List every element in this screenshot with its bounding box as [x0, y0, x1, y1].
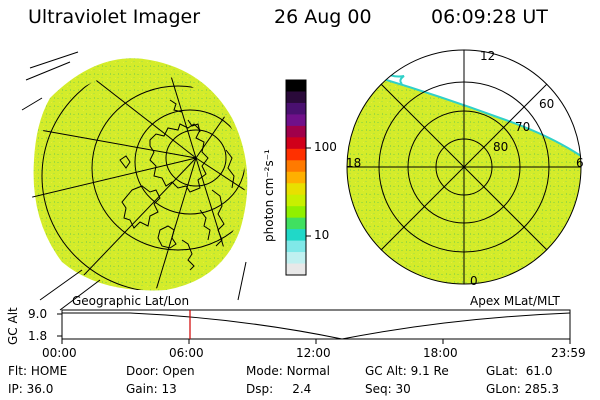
mlat-label-60: 60 [539, 97, 555, 111]
app-title: Ultraviolet Imager [28, 6, 201, 28]
color-bar-stripe [286, 125, 306, 138]
color-bar-stripe [286, 80, 306, 93]
apex-map-label: Apex MLat/MLT [470, 294, 560, 308]
color-bar-frame [285, 79, 307, 276]
altitude-plot-frame [61, 309, 571, 340]
altitude-plot [57, 309, 571, 344]
polar-grid [346, 49, 582, 285]
mlat-label-80: 80 [493, 140, 509, 154]
mlt-label-0: 0 [470, 274, 478, 288]
time-tick-0000: 00:00 [42, 346, 77, 360]
mlt-label-6: 6 [576, 156, 584, 170]
status-door: Door: Open [126, 364, 195, 378]
color-bar-stripe [286, 240, 306, 253]
altitude-tick-low: 1.8 [28, 329, 48, 343]
color-bar-stripe [286, 183, 306, 196]
status-mode: Mode: Normal [246, 364, 330, 378]
polar-image [346, 49, 582, 285]
mlt-label-12: 12 [480, 49, 496, 63]
status-seq: Seq: 30 [365, 382, 411, 396]
color-bar-stripe [286, 263, 306, 276]
color-bar-stripe [286, 217, 306, 230]
coastlines [119, 99, 235, 271]
mlat-label-70: 70 [515, 120, 531, 134]
status-ip: IP: 36.0 [8, 382, 54, 396]
time-axis-ticks [61, 339, 571, 344]
color-bar-stripe [286, 206, 306, 219]
color-bar-label-100: 100 [314, 140, 337, 154]
status-gc-alt: GC Alt: 9.1 Re [365, 364, 449, 378]
aurora-emission-left [33, 58, 248, 291]
altitude-tick-high: 9.0 [28, 307, 48, 321]
color-bar-stripe [286, 171, 306, 184]
color-bar-stripe [286, 252, 306, 265]
color-bar-stripe [286, 114, 306, 127]
status-gain: Gain: 13 [126, 382, 177, 396]
mlt-label-18: 18 [346, 156, 362, 170]
color-bar [286, 80, 306, 276]
color-bar-unit: photon cm⁻²s⁻¹ [262, 149, 276, 242]
date-label: 26 Aug 00 [274, 6, 372, 28]
projection-lines [21, 51, 247, 311]
status-dsp: Dsp: 2.4 [246, 382, 312, 396]
color-bar-stripe [286, 148, 306, 161]
altitude-axis-title: GC Alt [6, 307, 20, 345]
status-glat: GLat: 61.0 [486, 364, 553, 378]
altitude-curve [62, 312, 571, 340]
color-bar-stripe [286, 91, 306, 104]
color-bar-stripe [286, 160, 306, 173]
time-tick-1800: 18:00 [423, 346, 458, 360]
aurora-emission-right [347, 78, 581, 284]
status-flt: Flt: HOME [8, 364, 68, 378]
geographic-map-label: Geographic Lat/Lon [72, 294, 190, 308]
color-bar-stripe [286, 229, 306, 242]
time-label: 06:09:28 UT [431, 6, 548, 28]
color-bar-stripe [286, 137, 306, 150]
time-tick-1200: 12:00 [296, 346, 331, 360]
color-bar-stripe [286, 102, 306, 116]
time-tick-2359: 23:59 [551, 346, 586, 360]
color-bar-label-10: 10 [314, 228, 330, 242]
time-tick-0600: 06:00 [169, 346, 204, 360]
geographic-image [21, 51, 248, 311]
emission-edge [379, 77, 581, 159]
color-bar-stripe [286, 194, 306, 207]
status-glon: GLon: 285.3 [486, 382, 559, 396]
